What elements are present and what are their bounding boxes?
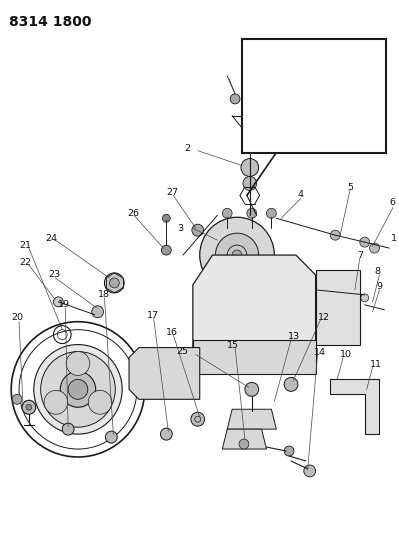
Circle shape: [241, 158, 259, 176]
Circle shape: [162, 214, 170, 222]
Circle shape: [12, 394, 22, 404]
Text: 10: 10: [340, 350, 352, 359]
Circle shape: [361, 294, 369, 302]
Circle shape: [269, 106, 279, 116]
Circle shape: [88, 390, 112, 414]
Text: 11: 11: [369, 360, 381, 369]
Circle shape: [304, 465, 316, 477]
Circle shape: [267, 208, 277, 218]
Text: 14: 14: [314, 348, 326, 357]
Circle shape: [192, 224, 203, 236]
Circle shape: [109, 278, 119, 288]
Text: 1: 1: [391, 233, 397, 243]
Circle shape: [284, 377, 298, 391]
Text: 26: 26: [127, 209, 139, 218]
Circle shape: [260, 91, 269, 101]
Text: 29: 29: [249, 118, 261, 127]
Text: 4: 4: [298, 190, 304, 199]
Text: 20: 20: [11, 313, 23, 322]
Circle shape: [105, 273, 124, 293]
Circle shape: [245, 382, 259, 397]
Polygon shape: [330, 379, 379, 434]
Text: 21: 21: [19, 240, 31, 249]
Circle shape: [349, 97, 357, 105]
Text: 15: 15: [227, 341, 239, 350]
Text: 23: 23: [49, 270, 61, 279]
Circle shape: [44, 390, 68, 414]
Circle shape: [152, 359, 164, 370]
Circle shape: [60, 372, 96, 407]
Text: 9: 9: [377, 282, 383, 292]
Text: 31: 31: [261, 69, 272, 78]
Circle shape: [265, 84, 275, 94]
Circle shape: [222, 208, 232, 218]
Text: 27: 27: [166, 188, 178, 197]
Circle shape: [330, 230, 340, 240]
Bar: [316, 270, 360, 345]
Text: 25: 25: [176, 347, 188, 356]
Text: 16: 16: [166, 328, 178, 337]
Circle shape: [232, 250, 242, 260]
Circle shape: [357, 71, 369, 83]
Text: 22: 22: [19, 257, 31, 266]
Circle shape: [160, 428, 172, 440]
Circle shape: [345, 93, 361, 109]
Text: 5: 5: [347, 183, 353, 192]
Circle shape: [53, 297, 63, 307]
Bar: [242, 39, 386, 152]
Polygon shape: [129, 348, 200, 399]
Text: 30: 30: [305, 86, 316, 95]
Circle shape: [162, 245, 171, 255]
Circle shape: [247, 208, 257, 218]
Text: 19: 19: [58, 300, 70, 309]
Circle shape: [105, 431, 117, 443]
Circle shape: [284, 446, 294, 456]
Circle shape: [137, 360, 160, 384]
Text: 18: 18: [98, 290, 110, 300]
Circle shape: [215, 233, 259, 277]
Circle shape: [360, 237, 369, 247]
Text: 13: 13: [288, 332, 300, 341]
Text: 24: 24: [45, 233, 57, 243]
Text: 32: 32: [364, 64, 375, 74]
Circle shape: [34, 345, 122, 434]
Text: 17: 17: [147, 311, 159, 320]
Circle shape: [230, 94, 240, 104]
Circle shape: [293, 337, 309, 352]
Circle shape: [243, 121, 257, 135]
Circle shape: [205, 337, 220, 352]
Circle shape: [346, 286, 354, 294]
Circle shape: [369, 243, 379, 253]
Circle shape: [200, 217, 275, 293]
Bar: [193, 340, 316, 375]
Circle shape: [302, 100, 314, 112]
Polygon shape: [227, 409, 277, 429]
Circle shape: [239, 439, 249, 449]
Text: 7: 7: [357, 251, 363, 260]
Circle shape: [92, 306, 103, 318]
Polygon shape: [222, 429, 267, 449]
Circle shape: [243, 176, 257, 190]
Circle shape: [26, 404, 32, 410]
Text: 3: 3: [177, 224, 183, 233]
Text: 8314 1800: 8314 1800: [9, 15, 92, 29]
Circle shape: [293, 292, 309, 308]
Polygon shape: [193, 255, 316, 360]
Circle shape: [41, 352, 115, 427]
Text: 12: 12: [318, 313, 330, 322]
Text: 28: 28: [351, 114, 363, 123]
Circle shape: [22, 400, 36, 414]
Circle shape: [68, 379, 88, 399]
Circle shape: [205, 292, 220, 308]
Text: 6: 6: [389, 198, 395, 207]
Text: 1: 1: [301, 67, 307, 76]
Text: 8: 8: [375, 268, 381, 277]
Text: 2: 2: [184, 144, 190, 153]
Circle shape: [265, 102, 283, 120]
Text: 1: 1: [301, 64, 307, 74]
Circle shape: [147, 352, 170, 376]
Circle shape: [66, 352, 90, 375]
Circle shape: [191, 412, 205, 426]
Circle shape: [62, 423, 74, 435]
